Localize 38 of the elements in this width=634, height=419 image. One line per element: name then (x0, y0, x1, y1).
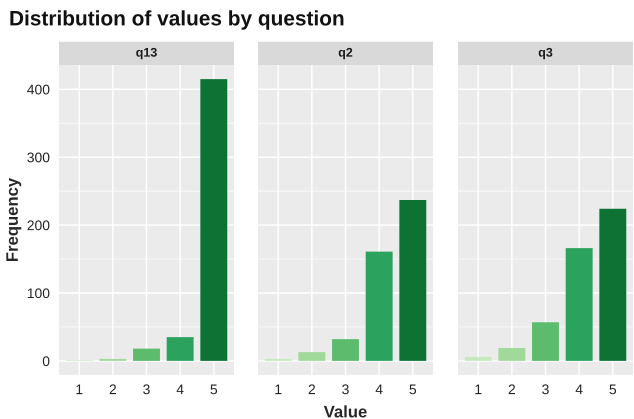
y-axis-title: Frequency (6, 178, 22, 262)
x-tick-label: 1 (76, 384, 82, 394)
bar (532, 322, 559, 361)
bar (566, 248, 593, 361)
y-tick-label: 400 (27, 84, 50, 94)
y-tick-label: 200 (28, 220, 50, 230)
bar (366, 252, 393, 361)
bar (498, 348, 526, 361)
chart-subtitle: q3 (538, 48, 552, 60)
x-axis-title: Value (324, 405, 367, 418)
x-tick-label: 4 (576, 384, 583, 394)
x-tick-label: 2 (508, 384, 516, 394)
x-tick-label: 3 (542, 384, 549, 394)
x-tick-label: 4 (376, 384, 383, 394)
bar (133, 348, 160, 361)
chart-title: Distribution of values by question (10, 10, 344, 30)
chart-subtitle: q2 (338, 48, 352, 60)
x-tick-label: 5 (410, 384, 416, 394)
x-tick-label: 2 (308, 384, 316, 394)
bar (464, 356, 492, 361)
x-tick-label: 4 (176, 384, 184, 394)
y-tick-label: 300 (27, 152, 50, 162)
bar (200, 79, 228, 361)
x-tick-label: 5 (210, 384, 218, 394)
x-tick-label: 1 (475, 384, 482, 394)
x-tick-label: 2 (110, 384, 116, 394)
y-tick-label: 0 (42, 356, 50, 366)
bar (599, 208, 626, 361)
x-tick-label: 3 (143, 384, 150, 394)
x-tick-label: 5 (610, 384, 616, 394)
chart-subtitle: q13 (136, 48, 157, 60)
bar (399, 200, 426, 361)
bar (298, 352, 326, 361)
y-tick-label: 100 (28, 288, 50, 298)
x-tick-label: 3 (342, 384, 349, 394)
bar (166, 337, 194, 361)
x-tick-label: 1 (275, 384, 282, 394)
bar (332, 339, 359, 361)
